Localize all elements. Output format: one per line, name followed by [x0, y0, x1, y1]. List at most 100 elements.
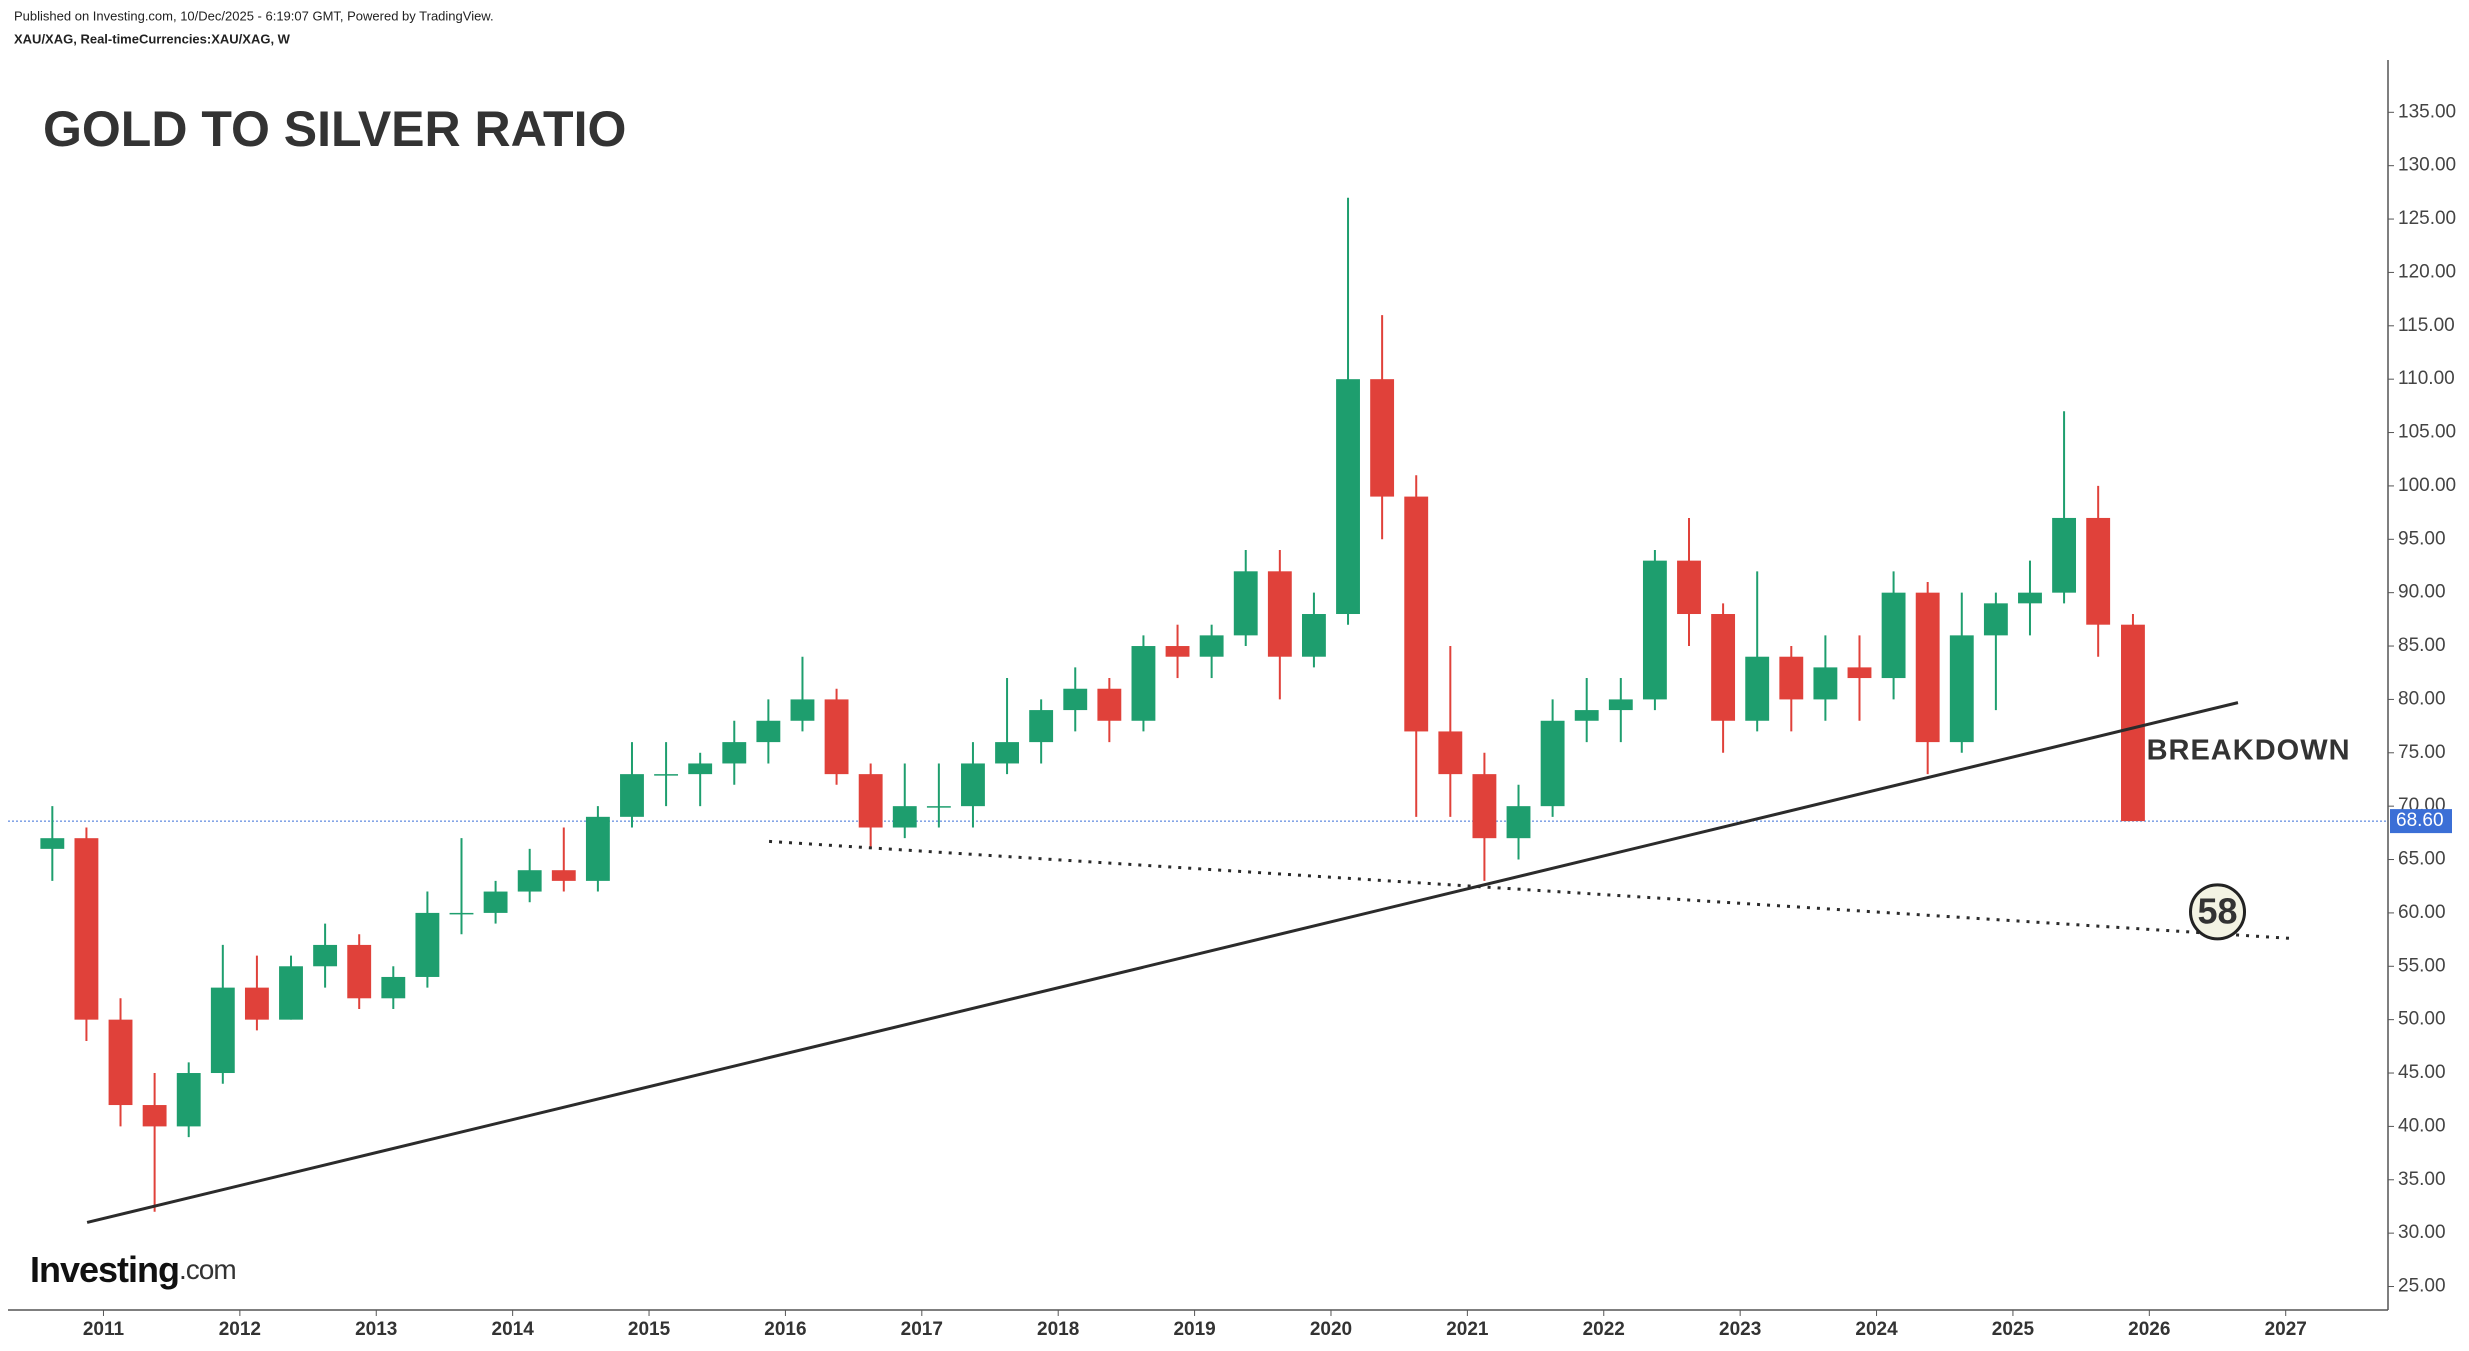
candle-body: [756, 720, 781, 743]
y-tick-label: 50.00: [2398, 1009, 2446, 1030]
candle-body: [244, 987, 269, 1020]
chart-title: GOLD TO SILVER RATIO: [43, 101, 626, 157]
y-tick-label: 105.00: [2398, 422, 2456, 443]
candle-body: [961, 763, 985, 807]
x-tick-label: 2014: [492, 1319, 535, 1340]
x-tick-label: 2026: [2128, 1319, 2170, 1340]
candle-body: [1438, 731, 1463, 775]
candle-body: [1915, 592, 1940, 743]
y-tick-label: 30.00: [2398, 1222, 2446, 1243]
y-tick-label: 130.00: [2398, 155, 2456, 176]
candle-body: [142, 1105, 167, 1127]
x-tick-label: 2013: [355, 1319, 397, 1340]
candle-body: [40, 838, 65, 849]
y-tick-label: 35.00: [2398, 1169, 2446, 1190]
candle-body: [108, 1019, 133, 1106]
candle-body: [688, 763, 713, 775]
symbol-label: XAU/XAG, Real-timeCurrencies:XAU/XAG, W: [14, 31, 291, 46]
candle-body: [551, 870, 576, 881]
x-tick-label: 2022: [1583, 1319, 1625, 1340]
candle-body: [1131, 646, 1156, 721]
y-tick-label: 95.00: [2398, 528, 2446, 549]
y-tick-label: 90.00: [2398, 582, 2446, 603]
candle-body: [517, 870, 542, 892]
candle-body: [585, 816, 610, 881]
published-note: Published on Investing.com, 10/Dec/2025 …: [14, 8, 494, 23]
candle-body: [1642, 560, 1667, 700]
y-tick-label: 85.00: [2398, 635, 2446, 656]
x-tick-label: 2015: [628, 1319, 671, 1340]
candle-body: [313, 944, 338, 967]
candle-body: [1233, 571, 1258, 636]
x-tick-label: 2023: [1719, 1319, 1761, 1340]
trendline: [768, 839, 2293, 941]
candle-body: [1063, 688, 1088, 711]
candle-body: [1574, 710, 1599, 721]
y-tick-label: 40.00: [2398, 1115, 2446, 1136]
candle-body: [2052, 517, 2077, 593]
candle-body: [1199, 635, 1224, 657]
y-tick-label: 80.00: [2398, 688, 2446, 709]
candle-body: [1301, 614, 1326, 657]
logo-suffix: .com: [179, 1254, 236, 1285]
candle-body: [790, 699, 815, 721]
y-tick-label: 125.00: [2398, 208, 2456, 229]
y-tick-label: 45.00: [2398, 1062, 2446, 1083]
y-tick-label: 115.00: [2398, 315, 2455, 336]
candle-body: [347, 944, 372, 999]
candle-body: [1370, 379, 1395, 497]
x-tick-label: 2017: [901, 1319, 943, 1340]
x-tick-label: 2021: [1446, 1319, 1489, 1340]
y-tick-label: 55.00: [2398, 955, 2446, 976]
candle-body: [1847, 667, 1872, 679]
candle-body: [2086, 517, 2111, 625]
candle-body: [824, 699, 849, 775]
candle-body: [2121, 624, 2145, 822]
candle-body: [449, 912, 474, 915]
candle-body: [1779, 656, 1804, 700]
candle-body: [620, 774, 644, 817]
candle-body: [1165, 646, 1190, 657]
candle-body: [1745, 656, 1770, 721]
y-tick-label: 110.00: [2398, 368, 2455, 389]
candle-body: [926, 806, 951, 808]
x-tick-label: 2011: [83, 1319, 125, 1340]
y-tick-label: 25.00: [2398, 1276, 2446, 1297]
x-tick-label: 2018: [1037, 1319, 1079, 1340]
x-tick-label: 2025: [1992, 1319, 2035, 1340]
x-tick-label: 2020: [1310, 1319, 1352, 1340]
candle-body: [210, 987, 235, 1074]
last-price-label: 68.60: [2396, 810, 2444, 831]
candle-body: [176, 1073, 201, 1127]
candle-body: [1608, 699, 1633, 711]
candle-body: [1029, 710, 1054, 743]
candle-body: [74, 838, 99, 1020]
annotation-circle: [2189, 883, 2247, 941]
candle-body: [1540, 720, 1565, 807]
candle-body: [1813, 667, 1838, 700]
candle-body: [1881, 592, 1906, 679]
logo-brand: Investing: [30, 1249, 179, 1290]
last-price-box: [2390, 809, 2452, 834]
candle-body: [1472, 774, 1497, 839]
candle-body: [654, 774, 679, 776]
y-tick-label: 135.00: [2398, 101, 2456, 122]
candle-body: [483, 891, 508, 913]
candle-body: [1097, 688, 1122, 721]
candle-body: [1506, 806, 1531, 839]
candle-body: [858, 774, 883, 828]
candle-body: [1711, 614, 1736, 721]
y-tick-label: 100.00: [2398, 475, 2456, 496]
x-tick-label: 2019: [1173, 1319, 1215, 1340]
candle-body: [892, 806, 917, 828]
candle-body: [1404, 496, 1429, 732]
candle-body: [1949, 635, 1974, 743]
candle-body: [381, 976, 406, 999]
candle-body: [995, 742, 1019, 764]
candle-body: [1267, 571, 1292, 657]
y-tick-label: 65.00: [2398, 849, 2446, 870]
annotation-text: 58: [2197, 890, 2237, 931]
